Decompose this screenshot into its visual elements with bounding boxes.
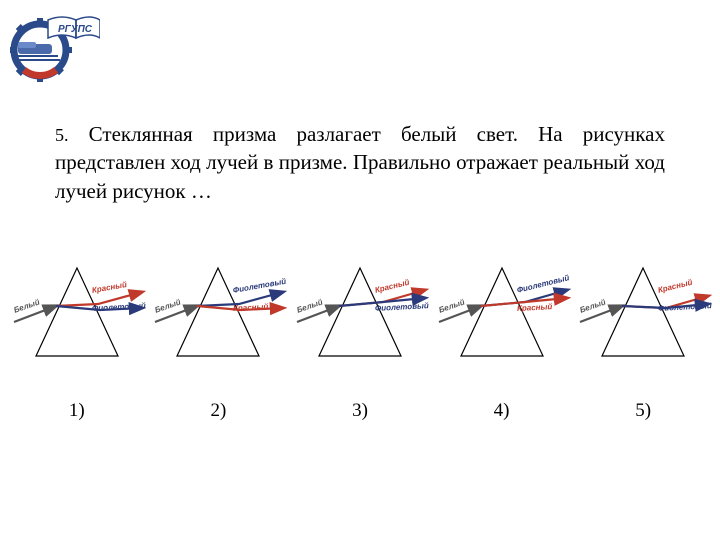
prism-diagram-3: БелыйКрасныйФиолетовый <box>291 260 429 370</box>
prism-diagram-2: БелыйФиолетовыйКрасный <box>149 260 287 370</box>
bottom-ray-label: Красный <box>233 302 269 313</box>
diagrams-row: БелыйКрасныйФиолетовый БелыйФиолетовыйКр… <box>0 260 720 370</box>
bottom-ray-label: Красный <box>516 302 552 313</box>
option-label-4: 4) <box>433 400 571 422</box>
option-label-2: 2) <box>149 400 287 422</box>
prism-diagram-4: БелыйФиолетовыйКрасный <box>433 260 571 370</box>
question-text: 5. Стеклянная призма разлагает белый све… <box>55 120 665 205</box>
option-label-3: 3) <box>291 400 429 422</box>
question-body: Стеклянная призма разлагает белый свет. … <box>55 122 665 203</box>
option-label-1: 1) <box>8 400 146 422</box>
logo-text: РГУПС <box>58 24 93 35</box>
option-labels-row: 1)2)3)4)5) <box>0 400 720 422</box>
prism-diagram-1: БелыйКрасныйФиолетовый <box>8 260 146 370</box>
university-logo: РГУПС <box>10 8 100 83</box>
prism-diagram-5: БелыйКрасныйФиолетовый <box>574 260 712 370</box>
option-label-5: 5) <box>574 400 712 422</box>
question-number: 5. <box>55 125 69 145</box>
